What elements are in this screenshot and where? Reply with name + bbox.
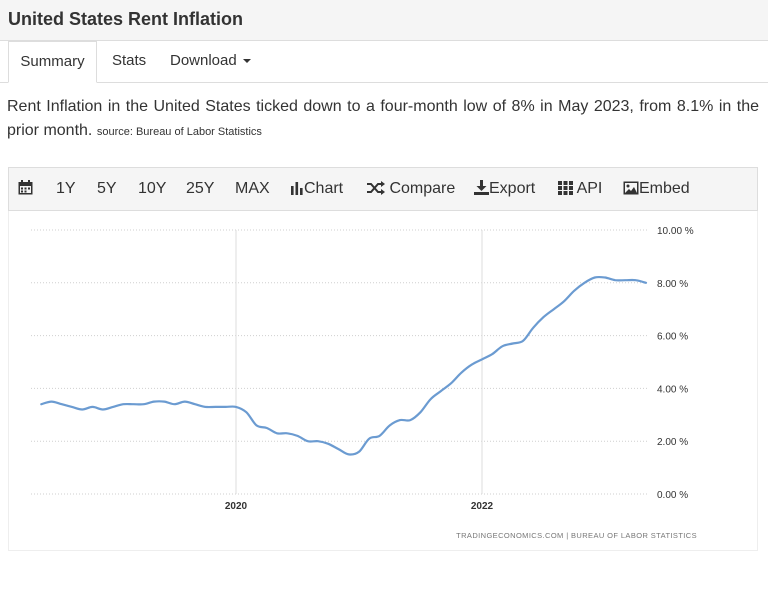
chart-button-label: Chart — [304, 180, 344, 197]
calendar-icon[interactable] — [18, 180, 33, 198]
y-tick-label: 8.00 % — [657, 279, 688, 290]
page-header: United States Rent Inflation — [0, 0, 768, 41]
range-25y-button[interactable]: 25Y — [186, 180, 215, 197]
chart-button[interactable]: Chart — [290, 180, 343, 198]
grid-icon — [558, 181, 573, 195]
caret-down-icon — [242, 59, 251, 64]
description-text: Rent Inflation in the United States tick… — [7, 98, 759, 139]
export-button[interactable]: Export — [474, 180, 535, 198]
line-chart: 10.00 % 8.00 % 6.00 % 4.00 % 2.00 % 0.00 % 20… — [31, 226, 697, 540]
api-button-label: API — [576, 180, 603, 197]
range-10y-button[interactable]: 10Y — [138, 180, 167, 197]
source-note: source: Bureau of Labor Statistics — [96, 126, 262, 138]
api-button[interactable]: API — [558, 180, 602, 198]
x-tick-label: 2022 — [471, 501, 494, 512]
chart-container: 10.00 % 8.00 % 6.00 % 4.00 % 2.00 % 0.00 % 20… — [8, 211, 758, 551]
tab-summary[interactable]: Summary — [8, 41, 97, 83]
range-5y-button[interactable]: 5Y — [97, 180, 117, 197]
compare-button-label: Compare — [389, 180, 456, 197]
range-1y-button[interactable]: 1Y — [56, 180, 76, 197]
series-line — [40, 275, 648, 456]
compare-button[interactable]: Compare — [366, 180, 455, 198]
y-tick-label: 10.00 % — [657, 226, 694, 237]
export-button-label: Export — [489, 180, 536, 197]
image-icon — [623, 181, 639, 195]
y-tick-label: 2.00 % — [657, 437, 688, 448]
x-tick-label: 2020 — [225, 501, 248, 512]
shuffle-icon — [367, 181, 385, 195]
bar-chart-icon — [291, 182, 303, 195]
tab-bar: Summary Stats Download — [0, 41, 768, 83]
y-tick-label: 4.00 % — [657, 384, 688, 395]
embed-button[interactable]: Embed — [623, 180, 690, 198]
page-title: United States Rent Inflation — [8, 9, 244, 29]
embed-button-label: Embed — [639, 180, 690, 197]
y-tick-label: 0.00 % — [657, 490, 688, 501]
chart-toolbar: 1Y 5Y 10Y 25Y MAX Chart Compare Export A… — [8, 167, 758, 211]
tab-stats[interactable]: Stats — [112, 52, 147, 69]
y-tick-label: 6.00 % — [657, 332, 688, 343]
chart-credit: TRADINGECONOMICS.COM | BUREAU OF LABOR S… — [456, 531, 697, 540]
download-icon — [474, 180, 489, 195]
range-max-button[interactable]: MAX — [235, 180, 270, 197]
description: Rent Inflation in the United States tick… — [7, 95, 759, 144]
tab-download-label: Download — [170, 52, 237, 69]
tab-download[interactable]: Download — [170, 41, 251, 83]
